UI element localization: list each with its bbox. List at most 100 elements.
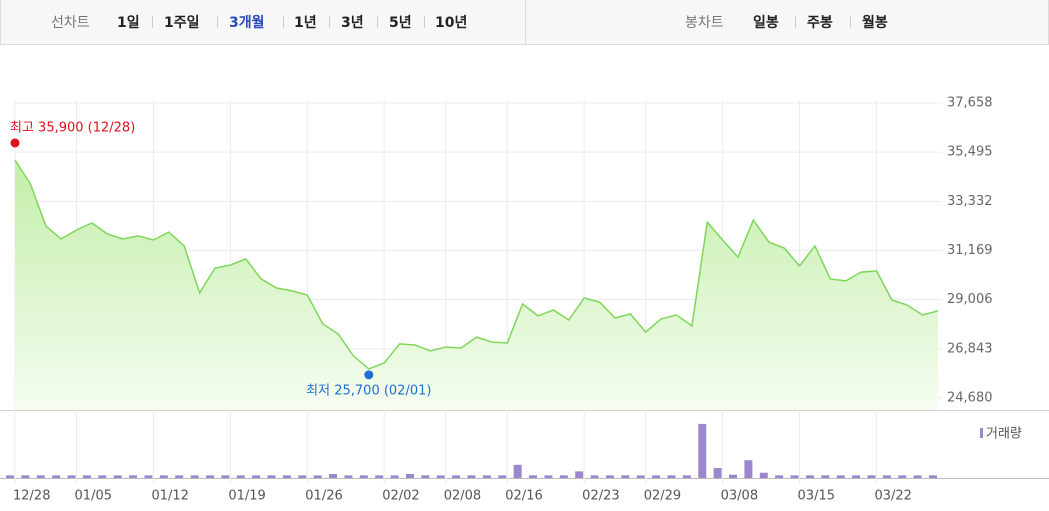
volume-bar — [436, 475, 445, 478]
volume-bar — [52, 475, 61, 478]
x-tick-label: 03/22 — [874, 489, 911, 504]
volume-bar — [898, 475, 907, 478]
x-tick-label: 02/02 — [382, 489, 419, 504]
volume-bar — [405, 474, 414, 478]
volume-bar — [513, 464, 522, 478]
volume-bar — [6, 475, 14, 478]
period-tab[interactable]: 5년 — [389, 15, 412, 31]
x-tick-label: 01/12 — [151, 489, 188, 504]
volume-bar — [852, 475, 861, 478]
volume-bar — [482, 475, 491, 478]
volume-bar — [329, 474, 338, 478]
period-tab[interactable]: 1일 — [117, 15, 140, 31]
x-tick-label: 03/15 — [798, 489, 835, 504]
period-tab[interactable]: 1주일 — [164, 15, 200, 31]
volume-bar — [682, 475, 691, 478]
volume-bar — [175, 475, 184, 478]
period-tab[interactable]: 1년 — [294, 15, 317, 31]
volume-bar — [421, 475, 430, 478]
volume-bar — [698, 423, 707, 478]
candle-chart-label: 봉차트 — [685, 15, 724, 31]
y-tick-label: 33,332 — [947, 194, 993, 209]
volume-bar — [805, 475, 814, 478]
volume-bar — [82, 475, 91, 478]
volume-bar — [129, 475, 138, 478]
legend-label: 거래량 — [986, 427, 1022, 442]
price-line — [14, 159, 939, 370]
volume-bar — [775, 475, 784, 478]
x-tick-label: 02/29 — [644, 489, 681, 504]
x-tick-label: 02/23 — [582, 489, 619, 504]
volume-bar — [67, 475, 76, 478]
y-tick-label: 26,843 — [947, 341, 993, 356]
volume-bar — [221, 475, 230, 478]
volume-bar — [882, 475, 891, 478]
volume-bar — [36, 475, 45, 478]
x-tick-label: 01/19 — [228, 489, 265, 504]
y-tick-label: 37,658 — [947, 96, 993, 111]
volume-bar — [21, 475, 30, 478]
volume-bar — [621, 475, 630, 478]
y-tick-label: 29,006 — [947, 292, 993, 307]
volume-bar — [529, 475, 538, 478]
volume-bar — [729, 474, 738, 478]
candle-tab[interactable]: 월봉 — [862, 15, 888, 31]
x-tick-label: 01/26 — [305, 489, 342, 504]
extreme-marker — [364, 370, 374, 380]
volume-bar — [113, 475, 122, 478]
volume-bar — [790, 475, 799, 478]
volume-bar — [236, 475, 245, 478]
volume-bar — [344, 475, 353, 478]
volume-bar — [98, 475, 107, 478]
volume-bar — [652, 475, 661, 478]
volume-bar — [759, 472, 768, 478]
volume-bar — [590, 475, 599, 478]
volume-bar — [298, 475, 307, 478]
extreme-marker — [10, 138, 20, 148]
volume-bar — [929, 475, 937, 478]
period-tab[interactable]: 3년 — [341, 15, 364, 31]
volume-bar — [744, 460, 753, 478]
volume-bar — [267, 475, 276, 478]
volume-bar — [205, 475, 214, 478]
volume-bar — [359, 475, 368, 478]
volume-bar — [575, 471, 584, 478]
x-tick-label: 12/28 — [13, 489, 50, 504]
volume-bar — [190, 475, 199, 478]
volume-bar — [636, 475, 645, 478]
candle-tab[interactable]: 주봉 — [807, 15, 833, 31]
period-tab[interactable]: 10년 — [435, 15, 468, 31]
extreme-label: 최고 35,900 (12/28) — [10, 120, 135, 135]
volume-bar — [159, 475, 168, 478]
line-chart-label: 선차트 — [51, 15, 90, 31]
x-tick-label: 01/05 — [75, 489, 112, 504]
x-tick-label: 03/08 — [721, 489, 758, 504]
volume-bar — [252, 475, 261, 478]
volume-bar — [498, 475, 507, 478]
volume-bar — [544, 475, 553, 478]
extreme-label: 최저 25,700 (02/01) — [306, 383, 431, 398]
y-tick-label: 31,169 — [947, 243, 993, 258]
volume-bar — [313, 475, 322, 478]
volume-bar — [836, 475, 845, 478]
legend-swatch — [980, 428, 983, 438]
volume-bar — [713, 468, 722, 478]
candle-tab[interactable]: 일봉 — [753, 15, 779, 31]
volume-bar — [282, 475, 291, 478]
volume-bar — [452, 475, 461, 478]
x-tick-label: 02/16 — [505, 489, 542, 504]
volume-bar — [605, 475, 614, 478]
volume-bar — [559, 475, 568, 478]
volume-bar — [821, 475, 830, 478]
x-tick-label: 02/08 — [444, 489, 481, 504]
volume-bar — [913, 475, 922, 478]
volume-bar — [144, 475, 153, 478]
volume-bar — [867, 475, 876, 478]
volume-bar — [467, 475, 476, 478]
volume-bar — [375, 475, 384, 478]
period-tab[interactable]: 3개월 — [229, 15, 265, 31]
volume-bar — [667, 475, 676, 478]
y-tick-label: 35,495 — [947, 145, 993, 160]
